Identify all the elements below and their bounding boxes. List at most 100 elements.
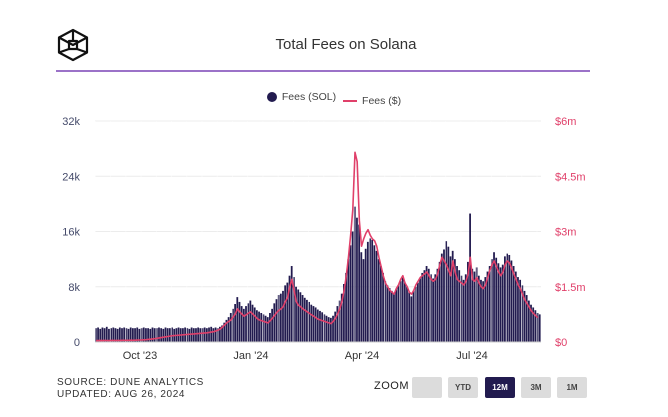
- bar: [519, 279, 522, 342]
- bar-separator: [201, 121, 203, 342]
- bar: [188, 328, 191, 342]
- bar: [353, 206, 356, 342]
- bar: [308, 301, 310, 342]
- bar: [258, 311, 260, 342]
- bar: [247, 303, 250, 342]
- bar: [327, 317, 330, 342]
- bar: [310, 304, 313, 342]
- bar-separator: [475, 121, 477, 342]
- bar: [232, 308, 234, 342]
- bar: [345, 272, 347, 342]
- bar: [97, 327, 99, 342]
- bar: [216, 328, 219, 342]
- bar: [295, 286, 297, 342]
- zoom-button-12m[interactable]: 12M: [485, 377, 515, 398]
- bar: [192, 328, 195, 342]
- bar: [288, 275, 291, 342]
- bar: [242, 308, 245, 342]
- x-tick-label: Jul '24: [456, 350, 487, 362]
- legend-item-sol[interactable]: Fees (SOL): [266, 91, 336, 103]
- y-right-tick-label: $0: [555, 337, 567, 349]
- bar: [523, 290, 526, 342]
- bar: [536, 312, 539, 342]
- bar: [245, 306, 247, 342]
- bar: [227, 317, 230, 342]
- bar: [534, 310, 537, 342]
- bar: [105, 326, 108, 342]
- zoom-button-ytd[interactable]: YTD: [448, 377, 478, 398]
- y-right-tick-label: $6m: [555, 116, 576, 128]
- bar: [223, 322, 226, 342]
- bar: [488, 266, 491, 342]
- bar: [338, 300, 341, 342]
- bar-separator: [171, 121, 172, 342]
- legend-label-usd: Fees ($): [362, 95, 402, 107]
- bar: [336, 306, 339, 342]
- bar: [406, 286, 408, 342]
- bar: [238, 301, 241, 342]
- bar: [399, 281, 402, 342]
- bar: [375, 250, 378, 342]
- bar: [514, 271, 517, 342]
- bar: [201, 328, 204, 342]
- bar-separator: [430, 121, 431, 342]
- bar: [453, 259, 456, 343]
- bar: [521, 285, 524, 342]
- bar-separator: [414, 121, 416, 342]
- legend-item-usd[interactable]: Fees ($): [343, 95, 401, 107]
- bar: [504, 256, 506, 342]
- bar: [151, 327, 154, 342]
- bar: [221, 325, 223, 342]
- bar: [401, 277, 404, 342]
- bar: [162, 328, 165, 342]
- legend-line-icon: [343, 100, 358, 102]
- bar: [236, 297, 239, 342]
- bar: [477, 275, 480, 342]
- bar: [475, 267, 478, 342]
- bar-separator: [292, 121, 294, 342]
- bar: [410, 296, 413, 342]
- bar: [203, 327, 206, 342]
- bar: [430, 274, 432, 342]
- bar: [199, 328, 202, 342]
- bar-separator: [308, 121, 310, 342]
- bar: [212, 328, 215, 342]
- zoom-button-3m[interactable]: 3M: [521, 377, 551, 398]
- bar: [495, 257, 498, 342]
- bar: [482, 281, 485, 342]
- bar: [451, 250, 454, 342]
- bar: [229, 312, 232, 342]
- bar-separator: [125, 121, 127, 342]
- bar: [225, 319, 228, 342]
- bar: [129, 327, 132, 342]
- bar-separator: [232, 121, 233, 342]
- bar: [347, 259, 350, 343]
- bar: [155, 328, 158, 342]
- bar: [506, 253, 508, 342]
- bar-separator: [110, 121, 112, 342]
- bar: [366, 241, 369, 342]
- bar-separator: [445, 121, 447, 342]
- zoom-button-1m[interactable]: 1M: [557, 377, 587, 398]
- bar: [364, 248, 367, 342]
- bar: [530, 304, 532, 342]
- bar: [517, 277, 519, 342]
- bar-separator: [384, 121, 386, 342]
- zoom-button-blank[interactable]: [412, 377, 442, 398]
- bar: [134, 328, 136, 342]
- bar: [273, 303, 276, 342]
- bar: [147, 328, 149, 342]
- bar: [447, 246, 450, 342]
- bar: [256, 310, 258, 342]
- bar-separator: [338, 121, 340, 342]
- cube-logo-icon: [57, 28, 89, 62]
- bar: [136, 327, 139, 342]
- bar: [290, 266, 293, 342]
- bar: [408, 292, 411, 342]
- bar: [343, 283, 345, 342]
- bar: [432, 278, 434, 342]
- bar: [321, 312, 324, 342]
- chart-title-text: Total Fees on Solana: [275, 36, 417, 53]
- bar: [414, 286, 417, 342]
